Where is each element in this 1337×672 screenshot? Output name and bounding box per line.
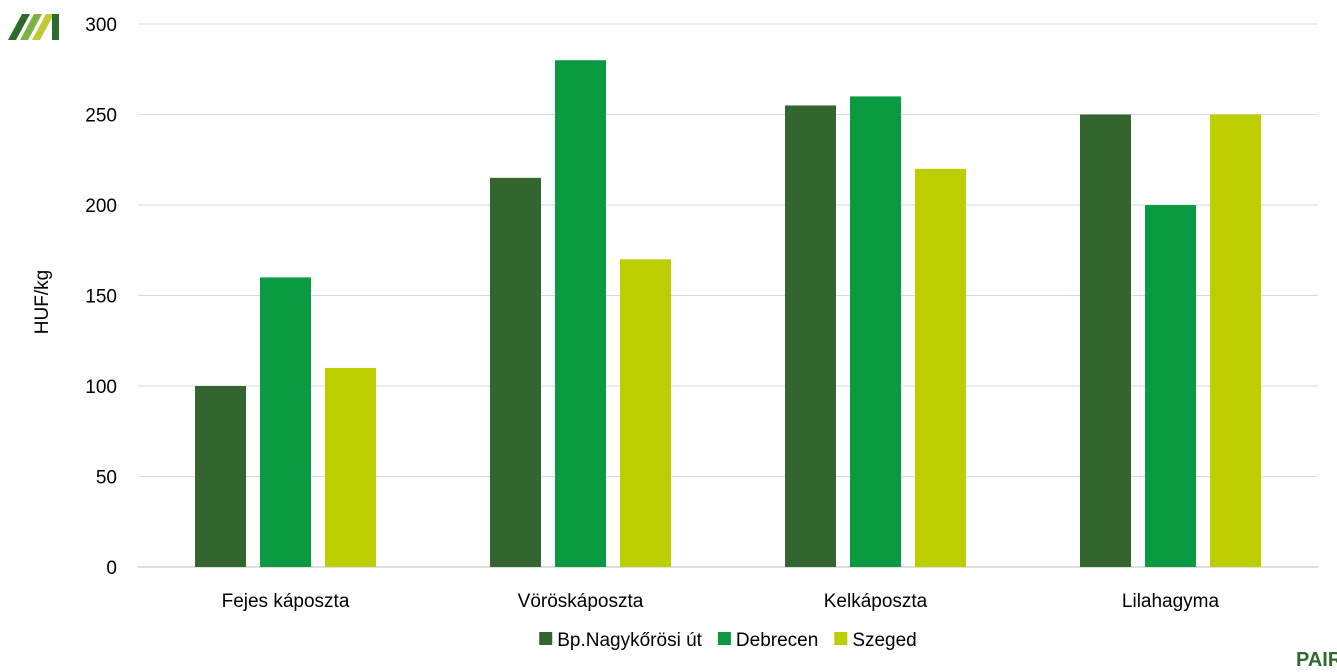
legend-label: Szeged [852, 630, 916, 651]
pair-logo-text: PAIR [1296, 649, 1337, 671]
bar [1210, 114, 1261, 567]
aki-logo-mark-2 [20, 14, 42, 40]
y-tick-label: 100 [85, 377, 117, 398]
bar [850, 96, 901, 568]
bar [1145, 205, 1196, 567]
aki-logo-mark-3 [32, 14, 54, 40]
legend-label: Debrecen [736, 630, 818, 651]
aki-logo-mark-1 [8, 14, 30, 40]
aki-logo [8, 14, 59, 40]
legend: Bp.Nagykőrösi út Debrecen Szeged [539, 630, 917, 651]
y-tick-label: 200 [85, 196, 117, 217]
y-axis-ticks: 0 50 100 150 200 250 300 [85, 15, 117, 579]
legend-swatch [717, 632, 731, 645]
bar [325, 367, 376, 567]
x-category-label: Lilahagyma [1122, 591, 1220, 612]
bar [1080, 114, 1131, 567]
legend-label: Bp.Nagykőrösi út [557, 630, 702, 651]
bar [195, 386, 246, 567]
legend-swatch [539, 632, 553, 645]
bar [555, 60, 606, 567]
aki-logo-mark-4 [52, 14, 59, 40]
gridlines [138, 23, 1318, 568]
bar [620, 259, 671, 567]
y-tick-label: 150 [85, 287, 117, 308]
x-category-label: Kelkáposzta [824, 591, 928, 612]
bar [260, 277, 311, 567]
bar [915, 168, 966, 568]
y-tick-label: 300 [85, 15, 117, 36]
bar [785, 105, 836, 567]
x-axis-categories: Fejes káposzta Vöröskáposzta Kelkáposzta Li… [222, 591, 1220, 612]
y-tick-label: 0 [106, 558, 117, 579]
y-axis-title: HUF/kg [32, 270, 53, 334]
x-category-label: Fejes káposzta [222, 591, 350, 612]
bars [195, 60, 1261, 568]
x-category-label: Vöröskáposzta [518, 591, 644, 612]
legend-swatch [834, 632, 848, 645]
bar [490, 177, 541, 567]
y-tick-label: 250 [85, 106, 117, 127]
pair-logo: PAIR [1296, 649, 1337, 671]
y-tick-label: 50 [96, 468, 117, 489]
